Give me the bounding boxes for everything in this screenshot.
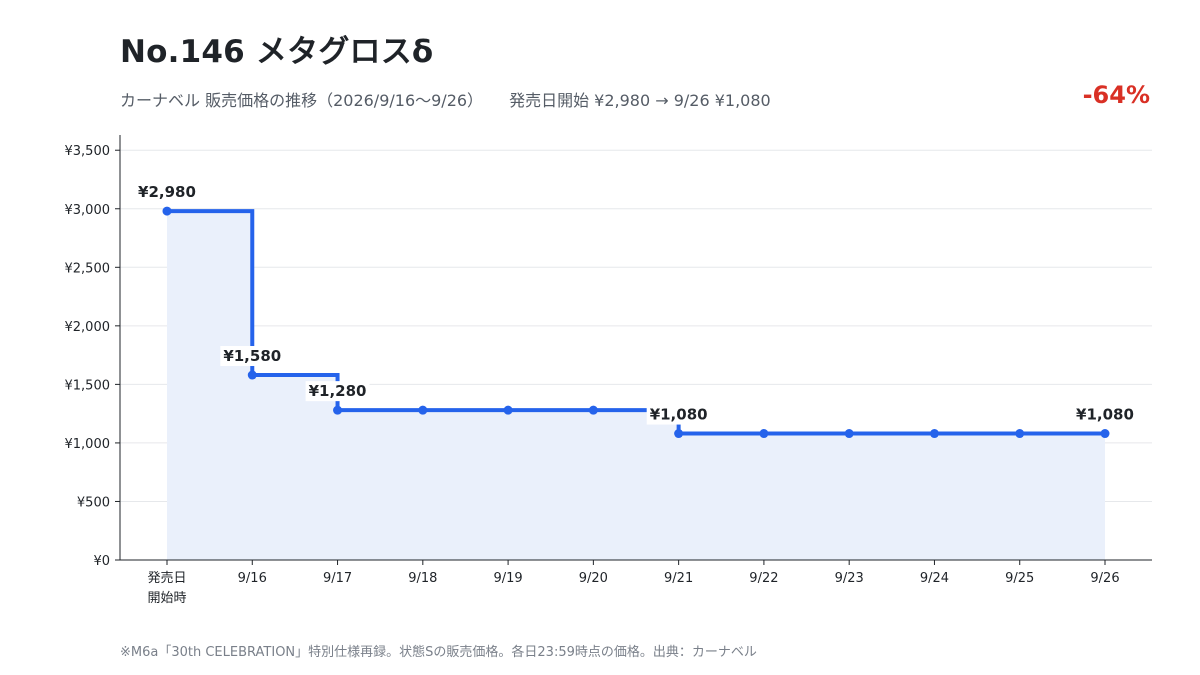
x-tick-label-line: 9/22 (749, 571, 778, 586)
x-tick-label: 9/22 (749, 571, 778, 586)
x-axis-ticks: 発売日開始時 9/16 9/17 9/18 9/19 9/20 9/21 9/22 9/23 9/… (147, 560, 1120, 606)
data-label: ¥1,580 (223, 347, 281, 365)
data-labels: ¥2,980 ¥1,580 ¥1,280 ¥1,080 ¥1,080 (135, 182, 1137, 425)
data-label-background (1073, 404, 1137, 425)
data-label-group: ¥2,980 (135, 182, 199, 203)
x-tick-label: 9/23 (835, 571, 864, 586)
y-axis-ticks: ¥0 ¥500 ¥1,000 ¥1,500 ¥2,000 ¥2,500 ¥3,000 ¥3,5… (65, 144, 120, 569)
data-point (1100, 429, 1110, 439)
subtitle-detail: 発売日開始 ¥2,980 → 9/26 ¥1,080 (509, 91, 771, 110)
data-label-background (220, 346, 285, 367)
x-tick-label-line: 9/26 (1090, 571, 1119, 586)
y-tick-label: ¥2,500 (65, 261, 111, 276)
x-tick-label: 9/26 (1090, 571, 1119, 586)
chart-subtitle: カーナベル 販売価格の推移（2026/9/16〜9/26） 発売日開始 ¥2,98… (120, 87, 771, 111)
data-label-group: ¥1,280 (305, 381, 370, 402)
x-tick-label-line: 9/21 (664, 571, 693, 586)
x-tick-label: 9/16 (238, 571, 267, 586)
area-fill (167, 211, 1105, 560)
x-tick-label: 9/18 (408, 571, 437, 586)
data-point (418, 405, 428, 415)
x-tick-label: 9/25 (1005, 571, 1034, 586)
x-tick-label: 9/21 (664, 571, 693, 586)
data-point (588, 405, 598, 415)
data-label-group: ¥1,080 (1073, 404, 1137, 425)
x-tick-label-line: 9/25 (1005, 571, 1034, 586)
x-tick-label-line: 9/17 (323, 571, 352, 586)
data-label: ¥1,080 (1076, 406, 1134, 424)
x-tick-label-line: 9/20 (579, 571, 608, 586)
x-tick-label-line: 9/23 (835, 571, 864, 586)
y-tick-label: ¥1,500 (65, 378, 111, 393)
data-point (759, 429, 769, 439)
axes (119, 135, 1152, 561)
x-tick-label: 発売日開始時 (147, 570, 186, 606)
chart-title: No.146 メタグロスδ (120, 34, 434, 70)
y-tick-label: ¥2,000 (65, 320, 111, 335)
data-label-background (135, 182, 199, 203)
data-point (162, 206, 172, 216)
data-label: ¥2,980 (138, 183, 196, 201)
data-point (929, 429, 939, 439)
price-change-badge: -64% (1082, 81, 1150, 109)
y-tick-label: ¥3,000 (65, 203, 111, 218)
x-tick-label-line: 9/18 (408, 571, 437, 586)
y-tick-label: ¥1,000 (65, 437, 111, 452)
x-tick-label-line: 9/16 (238, 571, 267, 586)
x-tick-label-line: 9/19 (493, 571, 522, 586)
y-tick-label: ¥0 (93, 554, 110, 569)
x-tick-label: 9/17 (323, 571, 352, 586)
x-tick-label-line: 発売日 (147, 570, 186, 586)
y-tick-label: ¥3,500 (65, 144, 111, 159)
data-label-background (646, 404, 711, 425)
x-tick-label: 9/24 (920, 571, 949, 586)
data-points (162, 206, 1110, 439)
data-point (247, 370, 257, 380)
data-point (333, 405, 343, 415)
x-tick-label-line: 9/24 (920, 571, 949, 586)
data-point (1015, 429, 1025, 439)
x-tick-label: 9/19 (493, 571, 522, 586)
data-label-group: ¥1,580 (220, 346, 285, 367)
data-label-background (305, 381, 370, 402)
data-point (674, 429, 684, 439)
data-label: ¥1,080 (650, 406, 708, 424)
footnote: ※M6a「30th CELEBRATION」特別仕様再録。状態Sの販売価格。各日… (120, 645, 757, 660)
data-point (844, 429, 854, 439)
x-tick-label-line: 開始時 (147, 591, 186, 606)
data-label-group: ¥1,080 (646, 404, 711, 425)
data-point (503, 405, 513, 415)
y-tick-label: ¥500 (77, 495, 110, 510)
subtitle-main: カーナベル 販売価格の推移（2026/9/16〜9/26） (120, 91, 484, 110)
data-label: ¥1,280 (309, 382, 367, 400)
x-tick-label: 9/20 (579, 571, 608, 586)
